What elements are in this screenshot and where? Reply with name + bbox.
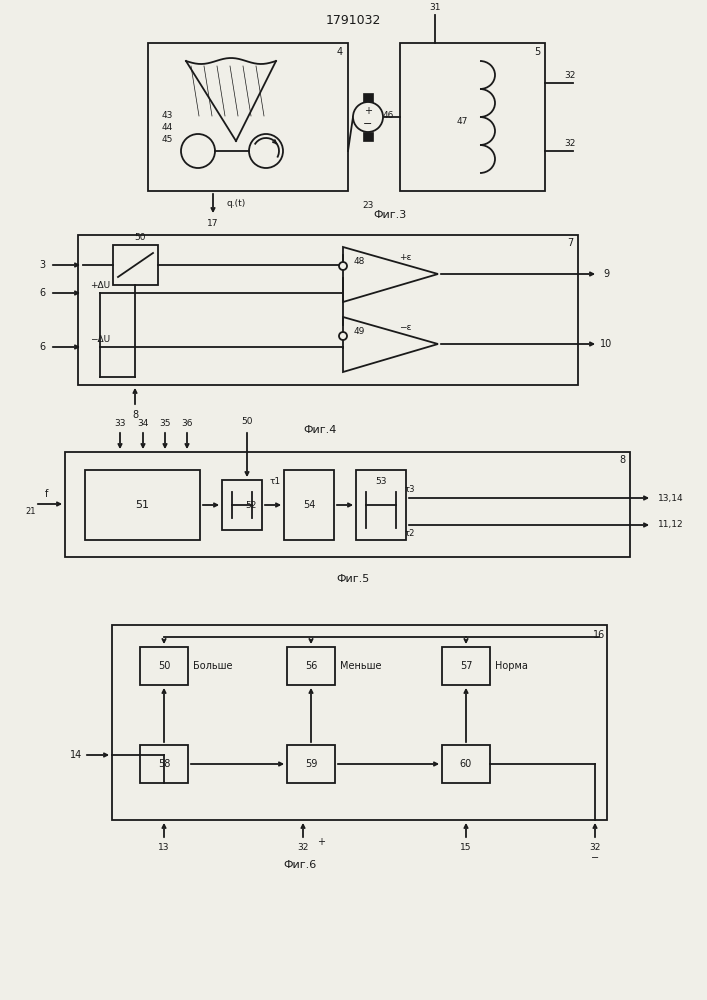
Text: −ε: −ε	[399, 322, 411, 332]
Circle shape	[339, 262, 347, 270]
Text: 32: 32	[564, 70, 575, 80]
Text: +ε: +ε	[399, 252, 411, 261]
Text: 46: 46	[382, 110, 394, 119]
Bar	[140, 745, 188, 783]
Text: 14: 14	[70, 750, 82, 760]
Text: Меньше: Меньше	[340, 661, 382, 671]
Text: 45: 45	[162, 135, 173, 144]
Text: 21: 21	[25, 508, 36, 516]
Text: 32: 32	[298, 844, 309, 852]
Bar	[112, 625, 607, 820]
Text: 32: 32	[590, 844, 601, 852]
Text: τ1: τ1	[270, 478, 281, 487]
Text: +ΔU: +ΔU	[90, 280, 110, 290]
Text: 10: 10	[600, 339, 612, 349]
Bar	[442, 745, 490, 783]
Text: τ2: τ2	[405, 528, 415, 538]
Text: 50: 50	[158, 661, 170, 671]
Text: 47: 47	[456, 117, 468, 126]
Text: 3: 3	[39, 260, 45, 270]
Text: 7: 7	[567, 238, 573, 248]
Text: q.(t): q.(t)	[227, 200, 246, 209]
Text: 13: 13	[158, 844, 170, 852]
Text: Фиг.4: Фиг.4	[303, 425, 337, 435]
Bar	[363, 132, 373, 141]
Text: 23: 23	[362, 200, 374, 210]
Text: 48: 48	[354, 257, 365, 266]
Text: Больше: Больше	[193, 661, 233, 671]
Text: 6: 6	[39, 288, 45, 298]
Text: 54: 54	[303, 500, 315, 510]
Text: Фиг.6: Фиг.6	[284, 860, 317, 870]
Bar	[65, 452, 630, 557]
Text: 8: 8	[132, 410, 138, 420]
Text: 11,12: 11,12	[658, 520, 684, 530]
Text: 33: 33	[115, 418, 126, 428]
Bar	[78, 235, 578, 385]
Text: −ΔU: −ΔU	[90, 334, 110, 344]
Bar	[363, 93, 373, 102]
Text: 58: 58	[158, 759, 170, 769]
Text: 6: 6	[39, 342, 45, 352]
Bar	[287, 745, 335, 783]
Text: 53: 53	[375, 478, 387, 487]
Bar	[222, 480, 262, 530]
Text: 35: 35	[159, 418, 171, 428]
Text: 4: 4	[337, 47, 343, 57]
Text: 56: 56	[305, 661, 317, 671]
Bar	[356, 470, 406, 540]
Text: 60: 60	[460, 759, 472, 769]
Text: τ3: τ3	[404, 486, 415, 494]
Bar	[400, 43, 545, 191]
Text: −: −	[363, 119, 373, 129]
Bar	[442, 647, 490, 685]
Text: 8: 8	[619, 455, 625, 465]
Bar	[287, 647, 335, 685]
Text: 34: 34	[137, 418, 148, 428]
Text: 59: 59	[305, 759, 317, 769]
Text: Норма: Норма	[495, 661, 528, 671]
Text: Фиг.3: Фиг.3	[373, 210, 407, 220]
Text: 52: 52	[245, 500, 257, 510]
Text: 51: 51	[135, 500, 149, 510]
Text: 50: 50	[134, 233, 146, 242]
Text: +: +	[317, 837, 325, 847]
Text: 50: 50	[241, 418, 252, 426]
Circle shape	[353, 102, 383, 132]
Text: 1791032: 1791032	[325, 13, 380, 26]
Text: 16: 16	[593, 630, 605, 640]
Text: 57: 57	[460, 661, 472, 671]
Text: 15: 15	[460, 844, 472, 852]
Text: f: f	[45, 489, 49, 499]
Bar	[148, 43, 348, 191]
Text: 31: 31	[429, 2, 440, 11]
Text: 9: 9	[603, 269, 609, 279]
Text: 32: 32	[564, 138, 575, 147]
Circle shape	[339, 332, 347, 340]
Text: −: −	[591, 853, 599, 863]
Text: Фиг.5: Фиг.5	[337, 574, 370, 584]
Text: 13,14: 13,14	[658, 493, 684, 502]
Text: 43: 43	[162, 111, 173, 120]
Text: 5: 5	[534, 47, 540, 57]
Bar	[85, 470, 200, 540]
Text: 49: 49	[354, 328, 365, 336]
Text: 36: 36	[181, 418, 193, 428]
Text: 17: 17	[207, 220, 218, 229]
Text: 44: 44	[162, 123, 173, 132]
Bar	[140, 647, 188, 685]
Bar	[284, 470, 334, 540]
Text: +: +	[364, 106, 372, 116]
Bar	[113, 245, 158, 285]
